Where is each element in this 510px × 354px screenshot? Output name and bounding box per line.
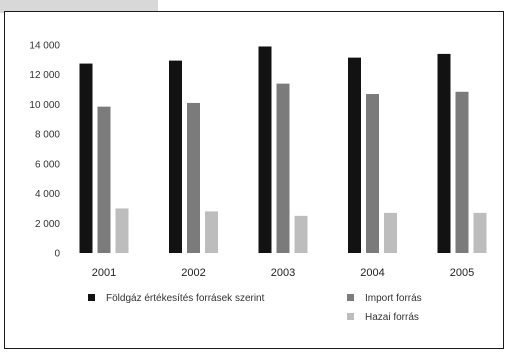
bar-2003-series-1	[258, 46, 272, 253]
y-tick-label: 4 000	[35, 189, 60, 200]
bar-2004-series-1	[348, 57, 361, 253]
bar-2002-series-3	[205, 211, 218, 253]
x-category-label: 2004	[360, 267, 384, 279]
bar-2002-series-1	[169, 60, 182, 253]
bar-2004-series-2	[366, 94, 379, 254]
x-category-label: 2002	[181, 267, 205, 279]
x-category-label: 2003	[271, 267, 295, 279]
legend-swatch-1	[88, 294, 95, 301]
y-tick-label: 10 000	[29, 100, 60, 111]
y-tick-label: 2 000	[35, 219, 60, 230]
header-tab-strip	[0, 0, 158, 13]
legend-swatch-2	[347, 294, 354, 301]
legend-label-3: Hazai forrás	[365, 312, 419, 323]
bar-2001-series-3	[115, 208, 129, 253]
y-tick-label: 6 000	[35, 159, 60, 170]
y-tick-label: 14 000	[29, 41, 60, 52]
x-category-label: 2005	[450, 267, 474, 279]
bar-2004-series-3	[384, 212, 397, 253]
bar-2001-series-1	[79, 63, 93, 254]
legend-swatch-3	[347, 313, 354, 320]
bar-2003-series-2	[276, 83, 290, 253]
bar-2003-series-3	[294, 215, 308, 253]
legend-label-1: Földgáz értékesítés forrásek szerint	[106, 293, 265, 304]
y-axis: 14 000 12 000 10 000 8 000 6 000 4 000 2 000 0	[29, 41, 60, 260]
x-category-label: 2001	[92, 267, 116, 279]
bars-layer	[79, 46, 487, 254]
y-tick-label: 0	[54, 249, 60, 260]
legend: Földgáz értékesítés forrásek szerint Impo…	[88, 293, 422, 323]
bar-2001-series-2	[97, 106, 111, 254]
y-tick-label: 8 000	[35, 130, 60, 141]
bar-2005-series-1	[437, 53, 451, 253]
legend-label-2: Import forrás	[365, 293, 422, 304]
y-tick-label: 12 000	[29, 70, 60, 81]
bar-2002-series-2	[187, 102, 200, 253]
bar-2005-series-2	[455, 91, 469, 253]
x-axis: 2001 2002 2003 2004 2005	[92, 267, 474, 279]
bar-2005-series-3	[473, 212, 487, 253]
